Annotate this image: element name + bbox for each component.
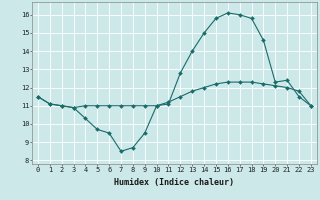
X-axis label: Humidex (Indice chaleur): Humidex (Indice chaleur) [115,178,234,187]
